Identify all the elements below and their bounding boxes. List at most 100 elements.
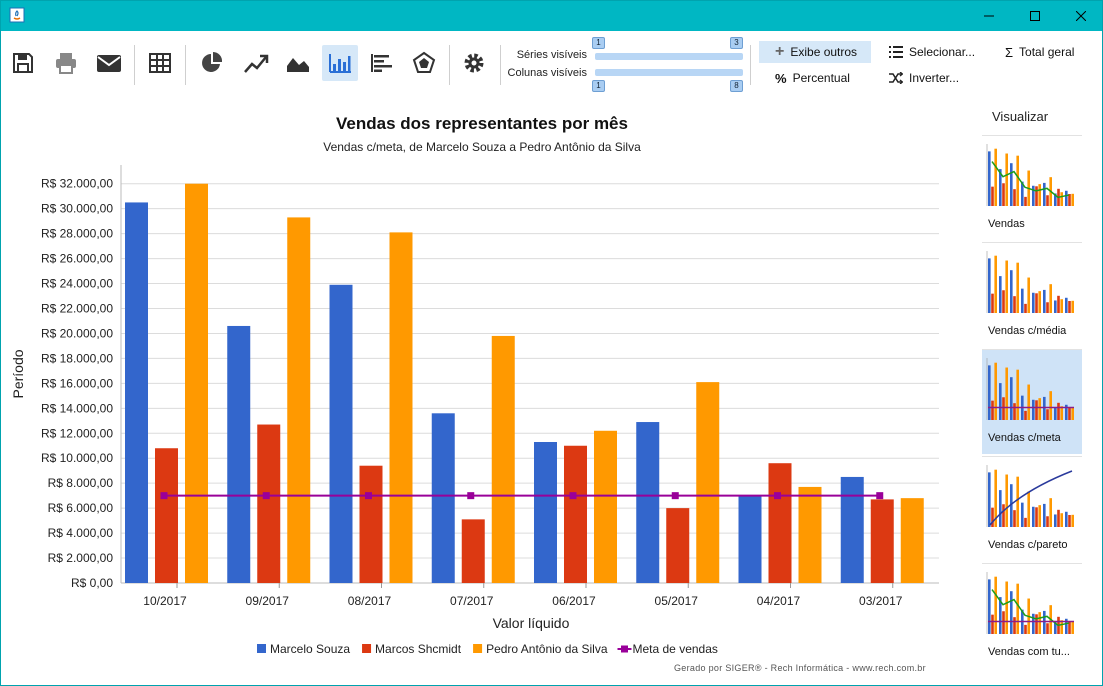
view-option-sales-all[interactable]: Vendas com tu...: [982, 563, 1082, 668]
thumb-bar: [1057, 402, 1060, 420]
thumb-bar: [1002, 504, 1005, 527]
view-option-label: Vendas com tu...: [988, 646, 1070, 658]
thumb-bar: [1038, 505, 1041, 527]
legend-label: Pedro Antônio da Silva: [486, 642, 608, 656]
thumb-bar: [1060, 513, 1063, 527]
close-button[interactable]: [1058, 1, 1103, 31]
bar: [257, 424, 281, 583]
print-button[interactable]: [48, 45, 84, 81]
view-option-sales-average[interactable]: Vendas c/média: [982, 242, 1082, 347]
thumb-bar: [1005, 367, 1008, 420]
thumb-line: [991, 589, 1070, 627]
gear-icon: [464, 53, 484, 73]
line-chart-button[interactable]: [238, 45, 274, 81]
maximize-button[interactable]: [1012, 1, 1058, 31]
column-chart-icon: [329, 54, 351, 73]
thumb-bar: [1060, 406, 1063, 420]
thumb-bar: [988, 472, 991, 527]
thumb-bar: [988, 258, 991, 313]
show-others-label: Exibe outros: [790, 45, 858, 59]
thumb-bar: [1016, 155, 1019, 206]
legend-swatch: [621, 645, 628, 653]
y-tick-label: R$ 18.000,00: [41, 351, 113, 365]
select-button[interactable]: Selecionar...: [889, 41, 975, 63]
x-tick-label: 06/2017: [552, 594, 596, 608]
thumb-bar: [1013, 617, 1016, 634]
legend-label: Marcos Shcmidt: [375, 642, 462, 656]
x-tick-label: 08/2017: [348, 594, 392, 608]
thumb-bar: [1027, 491, 1030, 527]
y-tick-label: R$ 30.000,00: [41, 202, 113, 216]
settings-button[interactable]: [456, 45, 492, 81]
x-tick-label: 09/2017: [246, 594, 290, 608]
thumb-bar: [1010, 270, 1013, 313]
thumb-bar: [1054, 514, 1057, 527]
thumb-bar: [1065, 404, 1068, 420]
thumb-bar: [1013, 403, 1016, 420]
view-option-sales-pareto[interactable]: Vendas c/pareto: [982, 456, 1082, 561]
table-view-button[interactable]: [142, 45, 178, 81]
title-bar: [1, 1, 1102, 31]
thumb-bar: [1054, 621, 1057, 634]
thumb-bar: [1068, 408, 1071, 420]
meta-marker: [569, 492, 577, 500]
bar: [870, 499, 894, 583]
view-option-label: Vendas c/meta: [988, 432, 1061, 444]
toolbar-separator: [500, 45, 501, 85]
series-min-handle[interactable]: 1: [592, 37, 605, 49]
bar-chart-button[interactable]: [364, 45, 400, 81]
thumb-bar: [1060, 192, 1063, 206]
email-button[interactable]: [91, 45, 127, 81]
pie-chart-button[interactable]: [194, 45, 230, 81]
y-tick-label: R$ 10.000,00: [41, 451, 113, 465]
bar: [798, 486, 822, 583]
thumb-bar: [1046, 623, 1049, 634]
y-axis-title: Período: [10, 349, 26, 398]
java-app-icon: [9, 7, 25, 23]
thumb-bar: [1046, 516, 1049, 527]
view-option-label: Vendas c/média: [988, 325, 1067, 337]
bar: [636, 422, 660, 583]
save-button[interactable]: [5, 45, 41, 81]
save-icon: [13, 53, 33, 73]
series-max-handle[interactable]: 3: [730, 37, 743, 49]
thumb-bar: [1065, 618, 1068, 634]
area-chart-icon: [287, 58, 309, 72]
total-button[interactable]: Σ Total geral: [1005, 41, 1074, 63]
thumb-bar: [1002, 611, 1005, 634]
area-chart-button[interactable]: [280, 45, 316, 81]
column-chart-button[interactable]: [322, 45, 358, 81]
legend-swatch: [362, 644, 372, 653]
thumb-bar: [1043, 182, 1046, 206]
show-others-button[interactable]: + Exibe outros: [759, 41, 871, 63]
columns-range-slider[interactable]: [595, 69, 743, 76]
series-range-slider[interactable]: [595, 53, 743, 60]
thumb-bar: [1013, 296, 1016, 313]
x-tick-label: 05/2017: [655, 594, 699, 608]
thumb-pareto-line: [989, 470, 1073, 526]
thumb-bar: [999, 490, 1002, 527]
table-icon: [149, 53, 171, 73]
thumb-bar: [1005, 474, 1008, 527]
toolbar-separator: [185, 45, 186, 85]
line-chart-icon: [244, 54, 269, 73]
maximize-icon: [1030, 11, 1040, 21]
bar: [125, 202, 148, 583]
minimize-button[interactable]: [966, 1, 1012, 31]
thumb-bar: [1065, 511, 1068, 527]
thumb-bar: [1054, 300, 1057, 313]
invert-button[interactable]: Inverter...: [889, 67, 959, 89]
view-option-sales[interactable]: Vendas: [982, 135, 1082, 240]
thumb-bar: [1065, 297, 1068, 313]
radar-chart-button[interactable]: [406, 45, 442, 81]
percent-button[interactable]: % Percentual: [775, 67, 850, 89]
toolbar-separator: [134, 45, 135, 85]
meta-marker: [774, 492, 781, 500]
radar-chart-icon: [412, 51, 436, 73]
view-option-sales-target[interactable]: Vendas c/meta: [982, 349, 1082, 454]
thumb-bar: [999, 276, 1002, 313]
meta-marker: [365, 492, 372, 500]
thumb-bar: [1013, 510, 1016, 527]
columns-max-handle[interactable]: 8: [730, 80, 743, 92]
columns-min-handle[interactable]: 1: [592, 80, 605, 92]
